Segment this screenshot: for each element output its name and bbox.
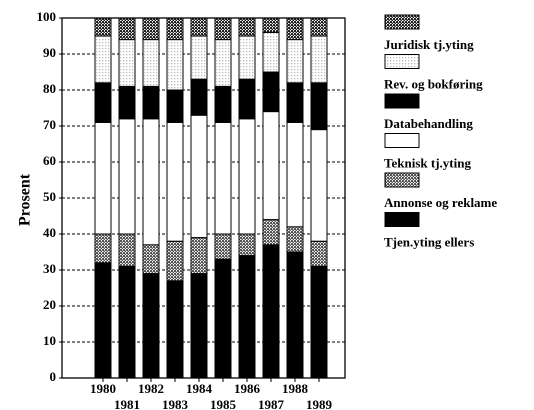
bar-segment <box>310 35 328 84</box>
y-tick-label: 50 <box>43 189 56 204</box>
y-tick-label: 60 <box>43 153 56 168</box>
bar-segment <box>94 82 112 123</box>
bar-segment <box>94 233 112 264</box>
bar-segment <box>310 17 328 37</box>
y-tick-label: 100 <box>37 9 57 24</box>
bar-segment <box>262 31 280 73</box>
bar-segment <box>286 251 304 379</box>
bar-segment <box>142 85 160 120</box>
bar-segment <box>262 244 280 379</box>
bar-segment <box>142 17 160 41</box>
bar-segment <box>142 39 160 87</box>
bar-segment <box>238 255 256 379</box>
bar-segment <box>118 85 136 120</box>
y-tick-label: 0 <box>50 369 57 384</box>
bar-segment <box>262 111 280 221</box>
bar-segment <box>238 118 256 235</box>
plot-frame <box>61 17 346 379</box>
bar-segment <box>94 262 112 379</box>
bar-segment <box>94 121 112 235</box>
bar-segment <box>190 35 208 80</box>
bar-segment <box>286 39 304 84</box>
legend-swatch <box>384 14 420 30</box>
bar-segment <box>190 237 208 275</box>
y-tick-label: 80 <box>43 81 56 96</box>
legend-swatch <box>384 54 420 69</box>
bar-segment <box>118 39 136 87</box>
legend-label: Annonse og reklame <box>384 195 497 210</box>
x-tick-label: 1981 <box>114 397 140 410</box>
y-axis-label: Prosent <box>17 173 34 226</box>
bar-segment <box>166 17 184 41</box>
bar-segment <box>286 121 304 228</box>
y-tick-label: 70 <box>43 117 56 132</box>
x-tick-label: 1986 <box>234 381 261 396</box>
x-tick-label: 1988 <box>282 381 309 396</box>
bar-segment <box>214 121 232 235</box>
x-tick-label: 1987 <box>258 397 285 410</box>
y-tick-label: 90 <box>43 45 56 60</box>
bar-segment <box>118 265 136 379</box>
x-tick-label: 1982 <box>138 381 164 396</box>
y-tick-label: 30 <box>43 261 56 276</box>
legend-swatch <box>384 133 420 148</box>
bar-segment <box>142 118 160 246</box>
bar-segment <box>94 35 112 84</box>
bar-segment <box>238 35 256 80</box>
bar-segment <box>166 89 184 123</box>
bar-segment <box>166 280 184 379</box>
bar-segment <box>238 233 256 257</box>
bar-segment <box>166 121 184 242</box>
bar-segment <box>286 226 304 253</box>
x-tick-label: 1984 <box>186 381 213 396</box>
legend-label: Rev. og bokføring <box>384 76 483 91</box>
bar-segment <box>310 129 328 242</box>
bar-segment <box>214 258 232 379</box>
y-tick-label: 20 <box>43 297 56 312</box>
x-tick-label: 1985 <box>210 397 237 410</box>
x-tick-label: 1980 <box>90 381 116 396</box>
bar-segment <box>118 233 136 267</box>
bar-segment <box>214 39 232 87</box>
bar-segment <box>190 78 208 116</box>
bar-segment <box>118 17 136 41</box>
bar-segment <box>142 244 160 275</box>
legend-swatch <box>384 93 420 109</box>
bar-segment <box>262 17 280 33</box>
bar-segment <box>94 17 112 37</box>
y-tick-label: 10 <box>43 333 56 348</box>
bar-segment <box>310 82 328 131</box>
bar-segment <box>166 39 184 91</box>
bar-segment <box>238 17 256 37</box>
bar-segment <box>262 71 280 113</box>
legend-label: Teknisk tj.yting <box>384 155 471 170</box>
bar-segment <box>190 114 208 239</box>
legend-label: Databehandling <box>384 116 473 131</box>
legend-swatch <box>384 172 420 188</box>
bar-segment <box>142 273 160 379</box>
bar-segment <box>214 17 232 41</box>
x-tick-label: 1983 <box>162 397 189 410</box>
bar-segment <box>118 118 136 235</box>
bar-segment <box>286 82 304 123</box>
bar-segment <box>286 17 304 41</box>
bar-segment <box>214 233 232 260</box>
bar-segment <box>190 273 208 379</box>
bar-segment <box>166 240 184 282</box>
bar-segment <box>262 219 280 246</box>
bar-segment <box>310 265 328 379</box>
bar-segment <box>238 78 256 120</box>
bar-segment <box>310 240 328 267</box>
y-tick-label: 40 <box>43 225 56 240</box>
legend-label: Tjen.yting ellers <box>384 234 474 249</box>
x-tick-label: 1989 <box>306 397 333 410</box>
bar-segment <box>190 17 208 37</box>
legend-label: Juridisk tj.yting <box>384 37 474 52</box>
legend-swatch <box>384 212 420 227</box>
bar-segment <box>214 85 232 123</box>
